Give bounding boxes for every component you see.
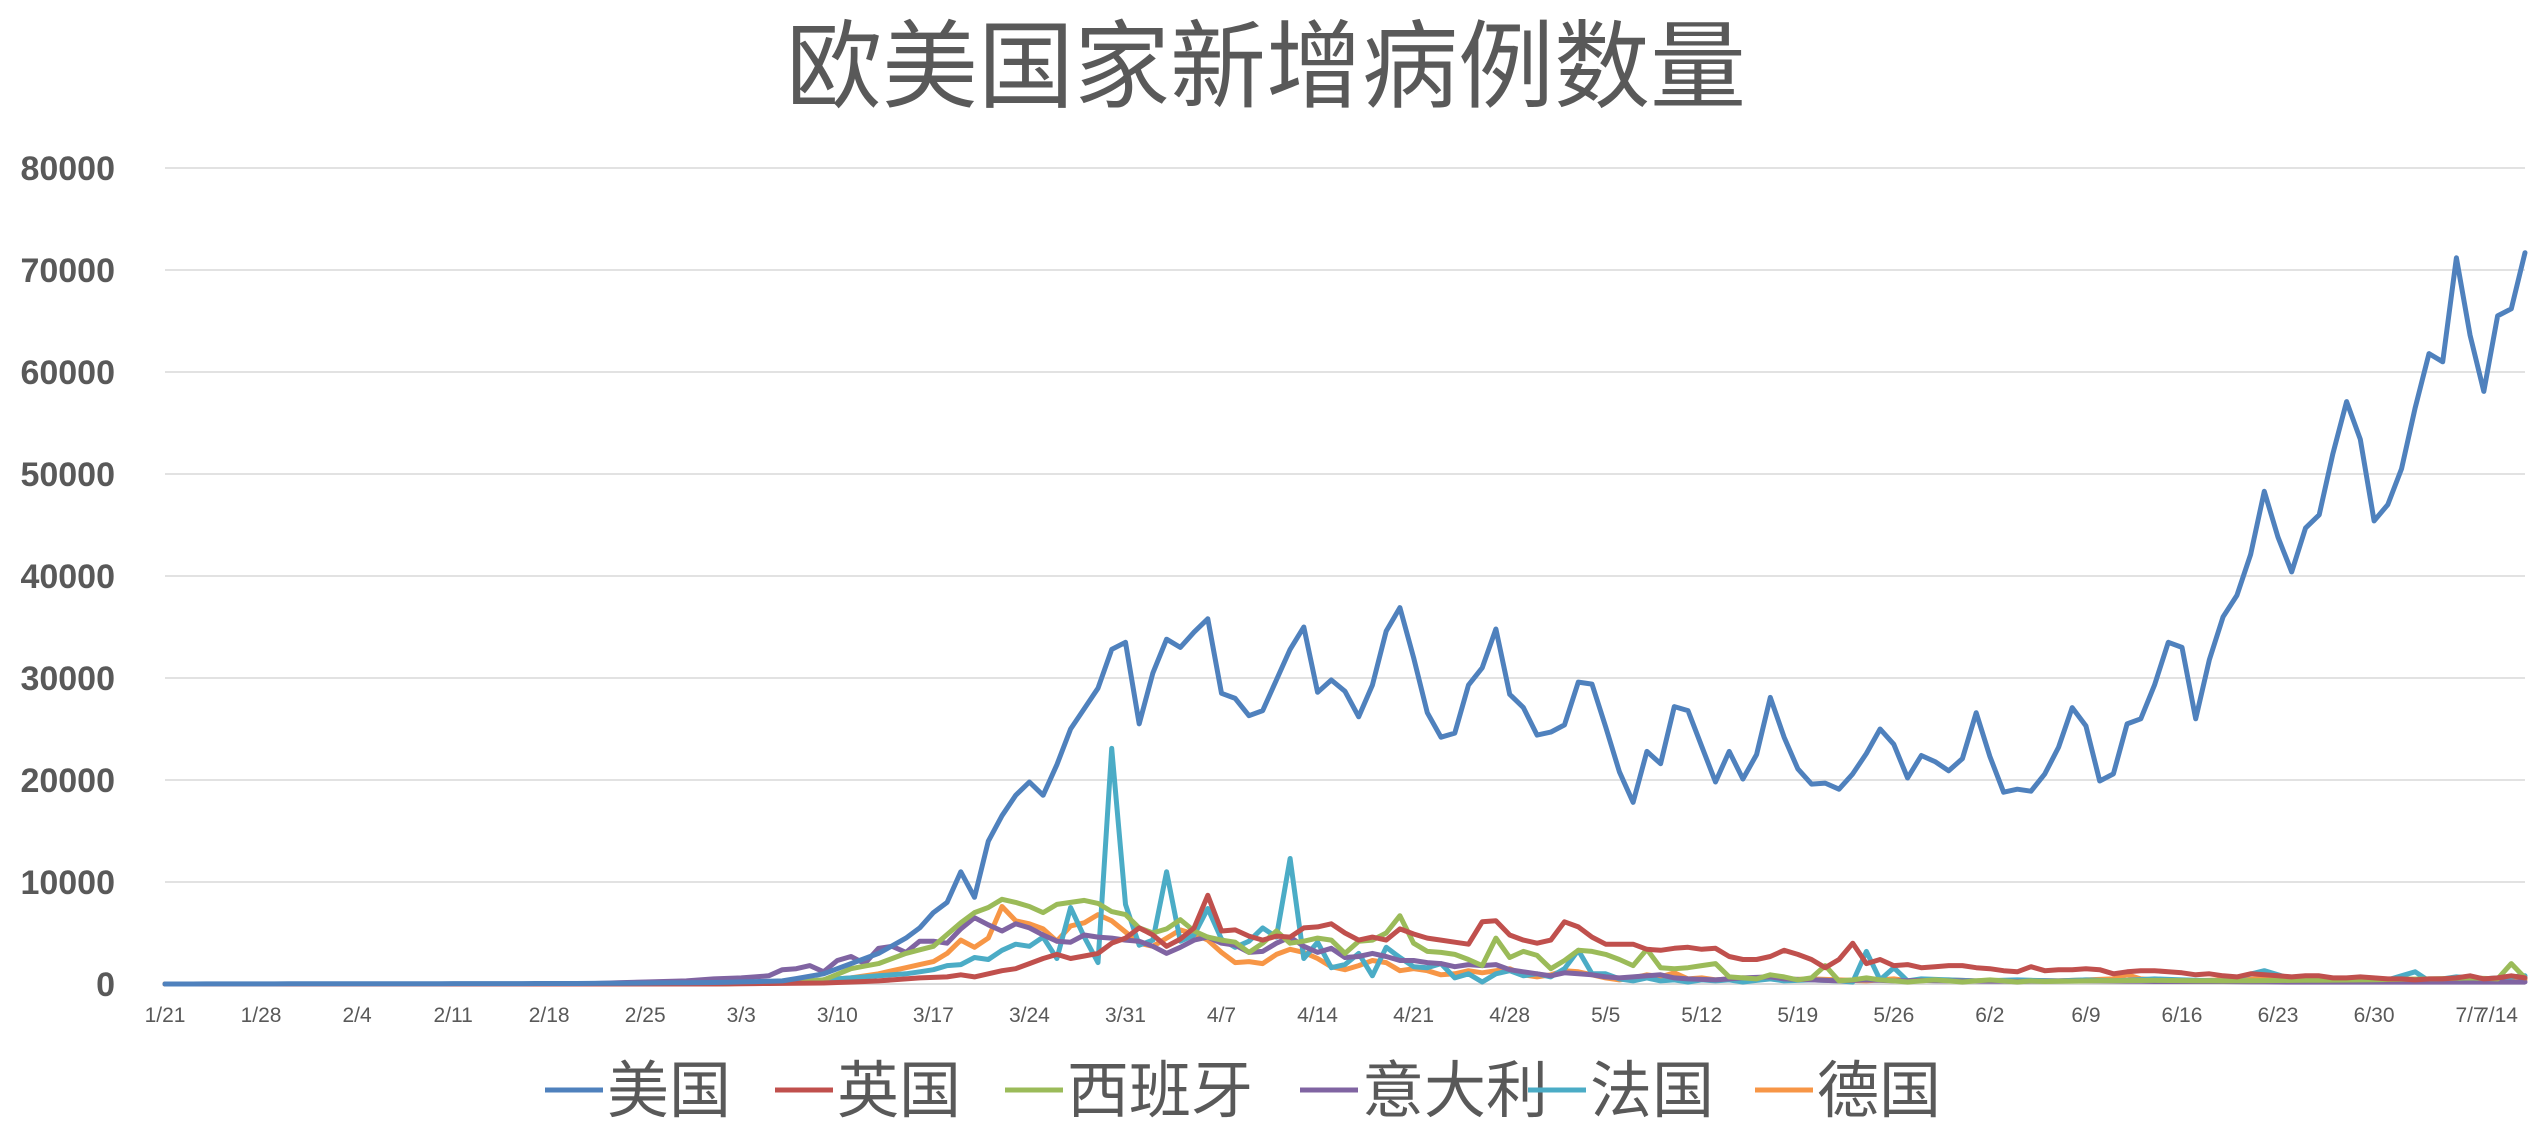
legend-label: 英国 (837, 1054, 961, 1127)
x-tick-label: 3/31 (1105, 1004, 1146, 1027)
series-line-4 (162, 745, 2528, 987)
y-tick-label: 50000 (20, 456, 115, 494)
series-lines (162, 250, 2528, 987)
x-tick-label: 5/12 (1681, 1004, 1722, 1027)
x-tick-label: 3/24 (1009, 1004, 1050, 1027)
x-tick-label: 6/16 (2162, 1004, 2203, 1027)
x-tick-label: 1/28 (241, 1004, 282, 1027)
y-tick-label: 80000 (20, 150, 115, 188)
chart-title: 欧美国家新增病例数量 (786, 11, 1746, 123)
y-tick-label: 30000 (20, 660, 115, 698)
x-tick-label: 4/7 (1207, 1004, 1236, 1027)
y-tick-label: 0 (96, 966, 115, 1004)
series-line-0 (162, 250, 2528, 987)
y-axis-ticks: 0 10000 20000 30000 40000 50000 60000 70000 8000… (20, 150, 115, 1004)
x-tick-label: 1/21 (145, 1004, 186, 1027)
x-tick-label: 4/21 (1393, 1004, 1434, 1027)
x-tick-label: 3/17 (913, 1004, 954, 1027)
x-tick-label: 3/3 (727, 1004, 756, 1027)
gridlines (165, 167, 2525, 883)
x-tick-label: 5/26 (1873, 1004, 1914, 1027)
x-tick-label: 2/4 (342, 1004, 372, 1027)
x-tick-label: 5/5 (1591, 1004, 1620, 1027)
x-tick-label: 4/28 (1489, 1004, 1530, 1027)
x-tick-label: 6/23 (2258, 1004, 2299, 1027)
x-tick-label: 7/14 (2477, 1004, 2518, 1027)
y-tick-label: 20000 (20, 762, 115, 800)
legend-label: 美国 (607, 1054, 731, 1127)
x-tick-label: 6/30 (2354, 1004, 2395, 1027)
legend-label: 法国 (1590, 1054, 1714, 1127)
x-tick-label: 2/25 (625, 1004, 666, 1027)
x-tick-label: 2/18 (529, 1004, 570, 1027)
y-tick-label: 70000 (20, 252, 115, 290)
x-tick-label: 5/19 (1777, 1004, 1818, 1027)
x-axis-ticks: 1/21 1/28 2/4 2/11 2/18 2/25 3/3 3/10 3/17 3/24 3/… (145, 1004, 2519, 1027)
legend-label: 德国 (1817, 1054, 1941, 1127)
y-tick-label: 10000 (20, 864, 115, 902)
legend-label: 意大利 (1362, 1054, 1548, 1127)
x-tick-label: 6/9 (2071, 1004, 2100, 1027)
x-tick-label: 6/2 (1975, 1004, 2004, 1027)
x-tick-label: 3/10 (817, 1004, 858, 1027)
legend: 美国 英国 西班牙 意大利 法国 德国 (545, 1054, 1941, 1127)
x-tick-label: 7/7 (2456, 1004, 2485, 1027)
y-tick-label: 40000 (20, 558, 115, 596)
x-tick-label: 2/11 (433, 1004, 472, 1027)
legend-label: 西班牙 (1067, 1054, 1253, 1127)
y-tick-label: 60000 (20, 354, 115, 392)
x-tick-label: 4/14 (1297, 1004, 1338, 1027)
